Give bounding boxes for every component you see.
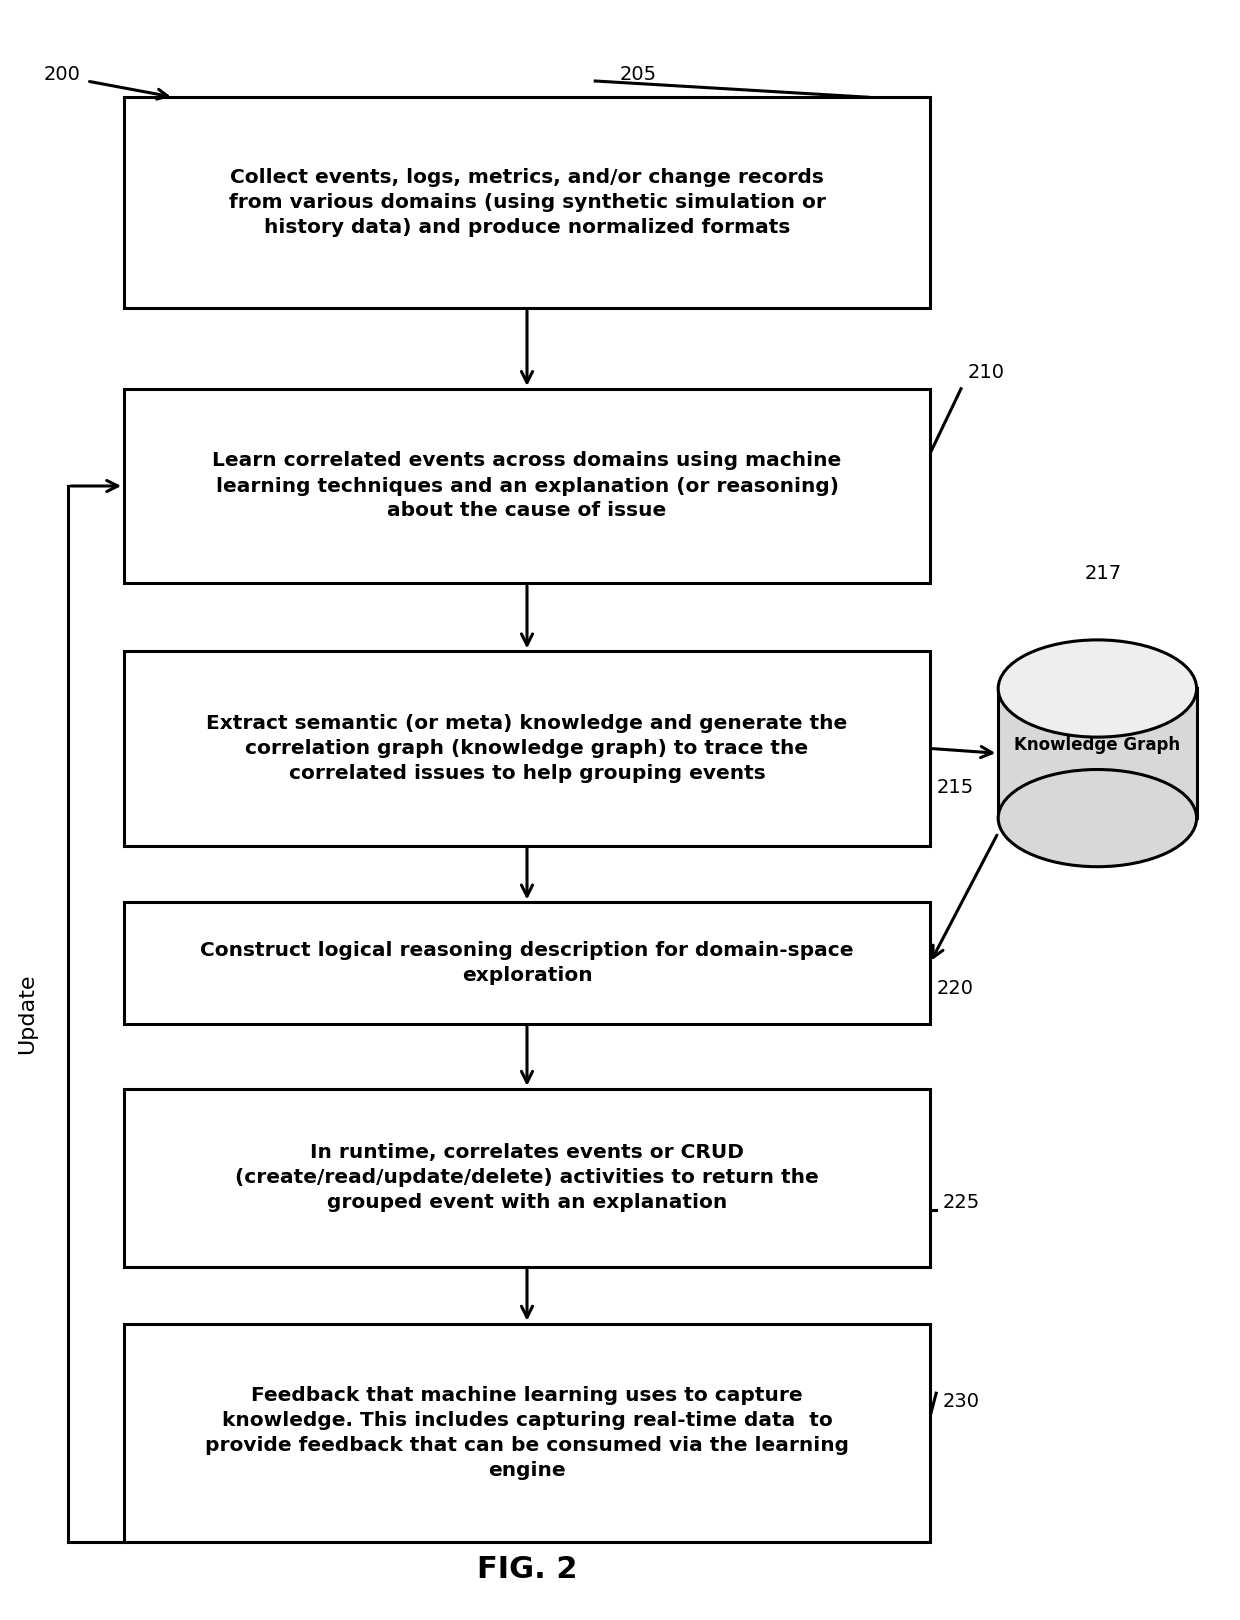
Text: 215: 215	[936, 778, 973, 797]
Text: 205: 205	[620, 65, 657, 84]
Text: Extract semantic (or meta) knowledge and generate the
correlation graph (knowled: Extract semantic (or meta) knowledge and…	[206, 714, 848, 782]
Bar	[998, 688, 1197, 818]
Text: 217: 217	[1085, 564, 1122, 583]
FancyBboxPatch shape	[124, 1324, 930, 1542]
FancyBboxPatch shape	[124, 902, 930, 1024]
Ellipse shape	[998, 770, 1197, 867]
Text: In runtime, correlates events or CRUD
(create/read/update/delete) activities to : In runtime, correlates events or CRUD (c…	[236, 1144, 818, 1212]
FancyBboxPatch shape	[124, 1089, 930, 1267]
Text: 230: 230	[942, 1392, 980, 1411]
Text: Knowledge Graph: Knowledge Graph	[1014, 735, 1180, 755]
Text: Construct logical reasoning description for domain-space
exploration: Construct logical reasoning description …	[200, 941, 854, 985]
Text: FIG. 2: FIG. 2	[476, 1555, 578, 1584]
FancyBboxPatch shape	[124, 651, 930, 846]
Text: 210: 210	[967, 363, 1004, 382]
Text: Feedback that machine learning uses to capture
knowledge. This includes capturin: Feedback that machine learning uses to c…	[205, 1385, 849, 1481]
FancyBboxPatch shape	[124, 97, 930, 308]
Text: 200: 200	[43, 65, 81, 84]
Text: Collect events, logs, metrics, and/or change records
from various domains (using: Collect events, logs, metrics, and/or ch…	[228, 168, 826, 237]
FancyBboxPatch shape	[124, 389, 930, 583]
Text: Update: Update	[17, 974, 37, 1055]
Text: Learn correlated events across domains using machine
learning techniques and an : Learn correlated events across domains u…	[212, 452, 842, 520]
Ellipse shape	[998, 640, 1197, 737]
Text: 225: 225	[942, 1192, 980, 1212]
Text: 220: 220	[936, 978, 973, 998]
